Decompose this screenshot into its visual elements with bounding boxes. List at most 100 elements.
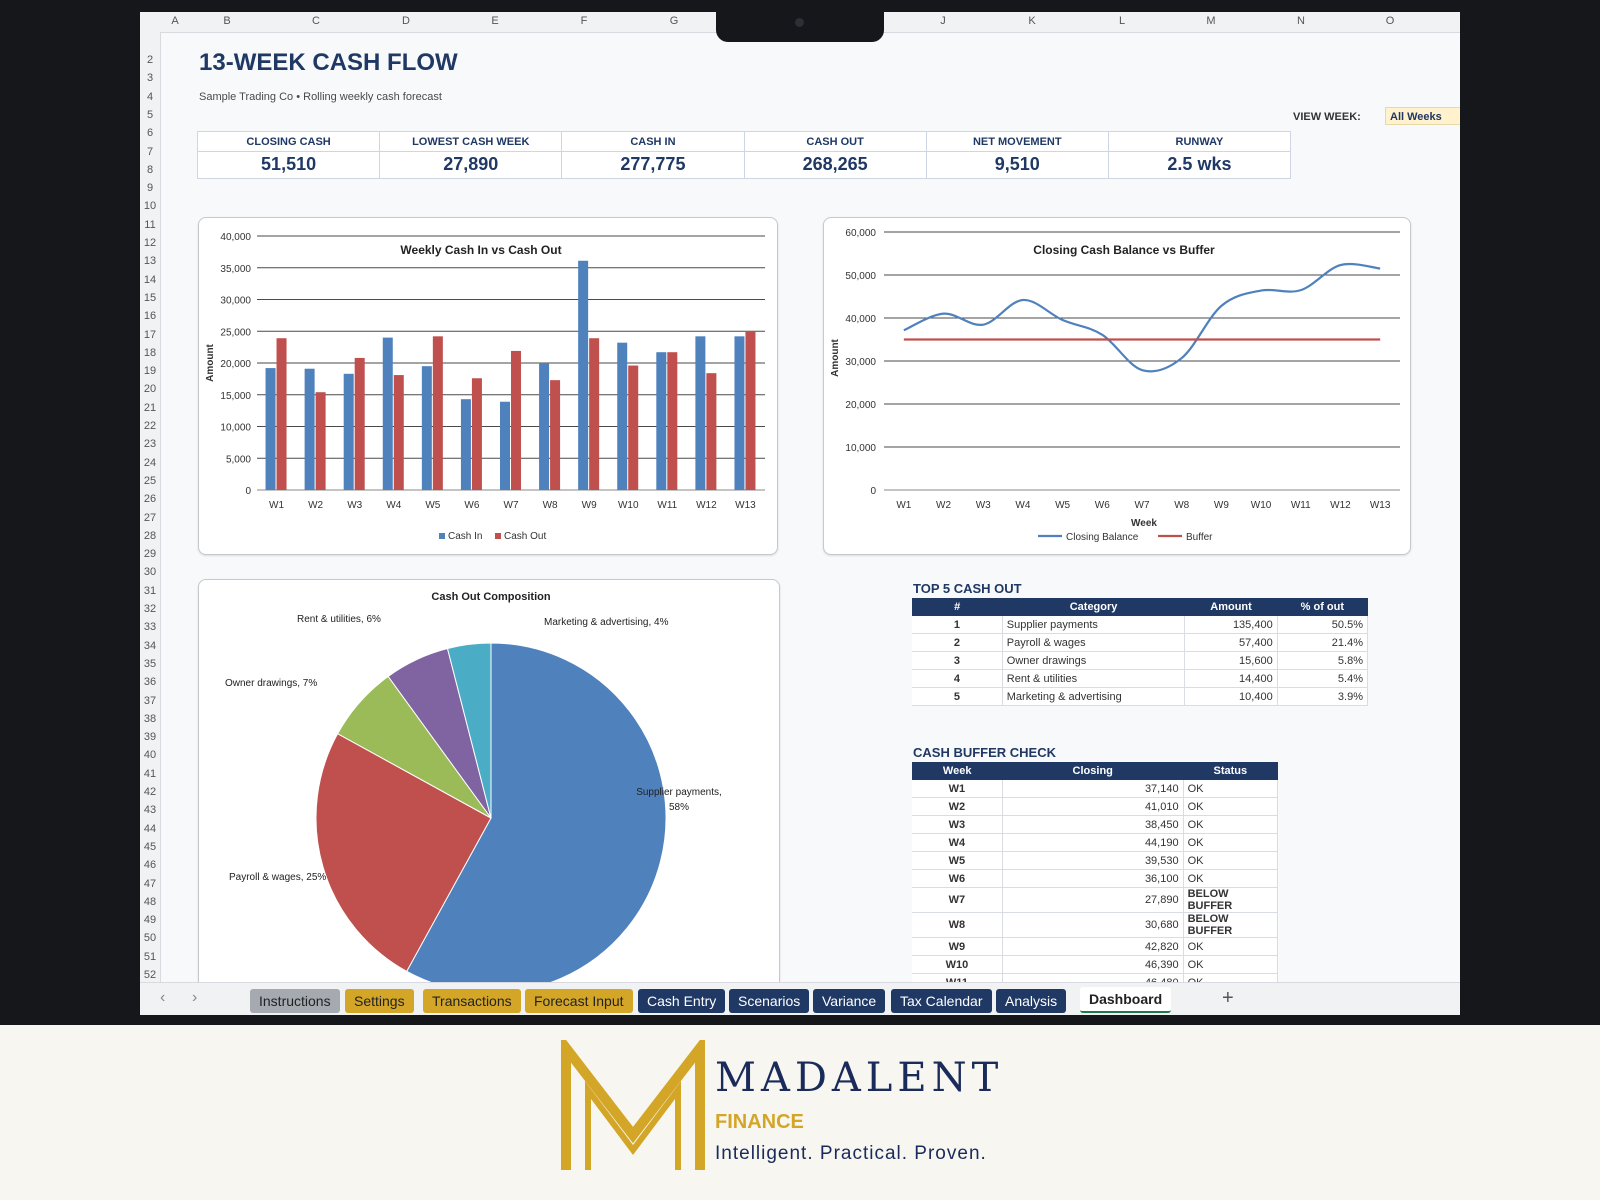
table-cell: 5.8% <box>1277 651 1369 670</box>
row-header[interactable]: 27 <box>143 511 157 524</box>
row-header[interactable]: 38 <box>143 712 157 725</box>
column-header: % of out <box>1277 598 1368 616</box>
column-header[interactable]: J <box>940 15 946 27</box>
sheet-tab[interactable]: Forecast Input <box>525 989 633 1013</box>
y-tick-label: 50,000 <box>845 271 876 282</box>
row-header[interactable]: 45 <box>143 840 157 853</box>
row-header[interactable]: 26 <box>143 493 157 506</box>
row-header[interactable]: 29 <box>143 548 157 561</box>
row-header[interactable]: 48 <box>143 895 157 908</box>
prev-sheet-icon[interactable]: ‹ <box>160 989 166 1006</box>
column-header[interactable]: N <box>1297 15 1305 27</box>
pie-chart-panel[interactable]: Cash Out Composition Supplier payments, 58… <box>198 579 780 1001</box>
view-week-select[interactable]: All Weeks <box>1385 107 1460 125</box>
row-header[interactable]: 15 <box>143 291 157 304</box>
row-header[interactable]: 7 <box>146 145 154 158</box>
row-header[interactable]: 32 <box>143 603 157 615</box>
row-header[interactable]: 36 <box>143 676 157 689</box>
column-header[interactable]: O <box>1385 15 1395 27</box>
row-header[interactable]: 16 <box>143 310 157 323</box>
kpi-card: CASH IN 277,775 <box>562 132 745 178</box>
x-tick-label: W6 <box>1095 500 1110 511</box>
column-header[interactable]: F <box>580 15 588 27</box>
row-header[interactable]: 22 <box>143 420 157 432</box>
row-header[interactable]: 23 <box>143 438 157 451</box>
row-header[interactable]: 20 <box>143 383 157 396</box>
bar-chart-panel[interactable]: Weekly Cash In vs Cash Out 0 5,000 10,000 15… <box>198 217 778 555</box>
row-header[interactable]: 17 <box>143 328 157 341</box>
row-header[interactable]: 30 <box>143 566 157 579</box>
row-header[interactable]: 33 <box>143 621 157 634</box>
table-cell: 30,680 <box>1002 912 1184 938</box>
sheet-tab[interactable]: Analysis <box>996 989 1067 1013</box>
row-header[interactable]: 19 <box>143 365 157 378</box>
row-header[interactable]: 10 <box>143 200 157 213</box>
chart-title: Weekly Cash In vs Cash Out <box>400 243 561 257</box>
column-header[interactable]: D <box>402 15 410 27</box>
row-header[interactable]: 8 <box>146 163 154 176</box>
row-header[interactable]: 42 <box>143 786 157 798</box>
row-header[interactable]: 31 <box>143 584 157 597</box>
row-header[interactable]: 2 <box>146 54 154 66</box>
row-header[interactable]: 51 <box>143 950 157 963</box>
row-header[interactable]: 46 <box>143 859 157 872</box>
sheet-tab[interactable]: Settings <box>345 989 414 1013</box>
column-header[interactable]: C <box>312 15 320 27</box>
row-header[interactable]: 52 <box>143 969 157 981</box>
column-header[interactable]: E <box>491 15 499 27</box>
row-header[interactable]: 41 <box>143 767 157 780</box>
sheet-tab[interactable]: Cash Entry <box>638 989 726 1013</box>
row-header[interactable]: 14 <box>143 273 157 286</box>
row-header[interactable]: 5 <box>146 108 154 121</box>
next-sheet-icon[interactable]: › <box>192 989 198 1006</box>
x-tick-label: W1 <box>269 500 284 511</box>
column-header[interactable]: G <box>669 15 679 27</box>
column-header[interactable]: A <box>171 15 179 27</box>
column-header[interactable]: K <box>1028 15 1036 27</box>
sheet-tab[interactable]: Dashboard <box>1080 987 1172 1013</box>
sheet-tab[interactable]: Instructions <box>250 989 340 1013</box>
row-header[interactable]: 34 <box>143 639 157 652</box>
row-header[interactable]: 47 <box>143 877 157 890</box>
column-header[interactable]: M <box>1206 15 1216 27</box>
column-header[interactable]: B <box>223 15 231 27</box>
y-axis-label: Amount <box>205 343 216 381</box>
row-header[interactable]: 28 <box>143 529 157 542</box>
row-header[interactable]: 44 <box>143 822 157 835</box>
row-header[interactable]: 24 <box>143 456 157 469</box>
table-cell: Supplier payments <box>1002 616 1186 634</box>
add-sheet-icon[interactable]: + <box>1222 987 1234 1009</box>
sheet-tab[interactable]: Transactions <box>423 989 521 1013</box>
row-header[interactable]: 18 <box>143 346 157 359</box>
row-header[interactable]: 50 <box>143 932 157 945</box>
row-header[interactable]: 11 <box>144 218 156 231</box>
column-header: Closing <box>1002 762 1184 780</box>
sheet-tab[interactable]: Variance <box>813 989 886 1013</box>
bar-cash-in <box>265 368 276 490</box>
bar-cash-in <box>539 363 550 490</box>
row-header[interactable]: 12 <box>143 237 157 249</box>
row-header[interactable]: 39 <box>143 731 157 744</box>
table-row: 1 Supplier payments 135,400 50.5% <box>912 616 1369 634</box>
row-header[interactable]: 9 <box>146 182 154 195</box>
column-header[interactable]: L <box>1118 15 1126 27</box>
row-header[interactable]: 13 <box>143 255 157 268</box>
kpi-label: CASH OUT <box>744 136 926 152</box>
sheet-tab[interactable]: Scenarios <box>729 989 810 1013</box>
row-header[interactable]: 40 <box>143 749 157 762</box>
row-header[interactable]: 49 <box>143 914 157 927</box>
row-header[interactable]: 3 <box>146 72 154 85</box>
row-header[interactable]: 25 <box>143 474 157 487</box>
row-header[interactable]: 35 <box>143 657 157 670</box>
brand-subname: FINANCE <box>715 1111 804 1133</box>
row-header[interactable]: 43 <box>143 804 157 817</box>
line-chart-panel[interactable]: Closing Cash Balance vs Buffer 0 10,000 20,… <box>823 217 1411 555</box>
column-header: Status <box>1183 762 1278 780</box>
sheet-tab[interactable]: Tax Calendar <box>891 989 992 1013</box>
kpi-value: 277,775 <box>620 154 686 174</box>
row-header[interactable]: 4 <box>146 90 154 103</box>
row-header[interactable]: 37 <box>143 694 157 707</box>
row-header[interactable]: 21 <box>143 401 157 414</box>
table-row: W3 38,450 OK <box>912 815 1279 834</box>
row-header[interactable]: 6 <box>146 127 154 140</box>
